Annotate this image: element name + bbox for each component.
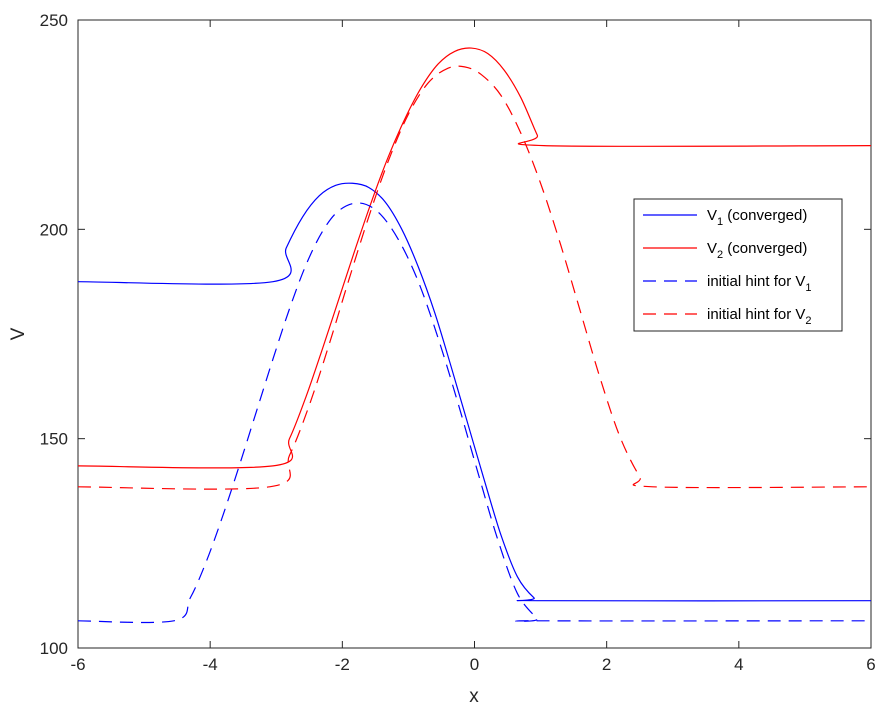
series-line-initial-hint-for-v-2 bbox=[77, 65, 872, 490]
plot-area bbox=[77, 19, 872, 649]
legend-label-v-1-converged: V1 (converged) bbox=[707, 207, 807, 228]
series-line-v-1-converged bbox=[77, 182, 872, 602]
legend: V1 (converged) V2 (converged) initial hint… bbox=[633, 198, 843, 332]
x-tick-label: 2 bbox=[602, 655, 611, 674]
data-series bbox=[77, 47, 872, 624]
x-tick-label: 4 bbox=[734, 655, 743, 674]
y-tick-label: 100 bbox=[40, 639, 68, 658]
y-axis-label: V bbox=[8, 327, 29, 340]
x-tick-label: 6 bbox=[866, 655, 875, 674]
legend-label-initial-hint-for-v-1: initial hint for V1 bbox=[707, 273, 812, 294]
y-tick-label: 150 bbox=[40, 430, 68, 449]
legend-box bbox=[633, 198, 843, 332]
y-tick-label: 250 bbox=[40, 11, 68, 30]
x-tick-label: -2 bbox=[335, 655, 350, 674]
x-axis-label: x bbox=[469, 686, 479, 707]
x-tick-label: -6 bbox=[70, 655, 85, 674]
legend-label-v-2-converged: V2 (converged) bbox=[707, 240, 807, 261]
legend-label-initial-hint-for-v-2: initial hint for V2 bbox=[707, 306, 812, 327]
series-line-v-2-converged bbox=[77, 47, 872, 469]
axis-ticks: -6 -4 -2 0 2 4 6 100 150 200 250 bbox=[40, 11, 876, 674]
series-line-initial-hint-for-v-1 bbox=[77, 202, 872, 624]
y-tick-label: 200 bbox=[40, 220, 68, 239]
x-tick-label: 0 bbox=[470, 655, 479, 674]
x-tick-label: -4 bbox=[203, 655, 218, 674]
